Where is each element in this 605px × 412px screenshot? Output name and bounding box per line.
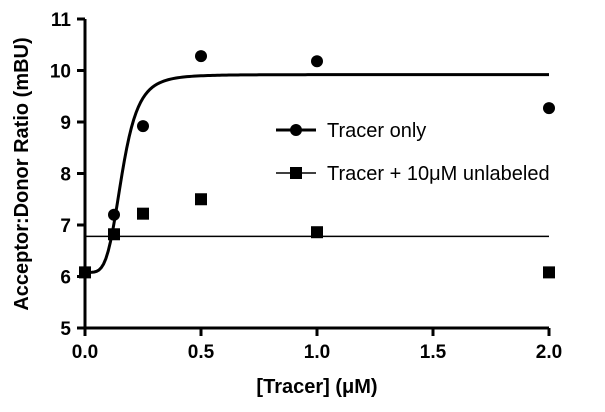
y-tick-label: 10 xyxy=(50,62,71,83)
legend-label: Tracer + 10μM unlabeled xyxy=(327,163,550,185)
x-tick-label: 0.5 xyxy=(188,342,215,363)
y-tick-label: 7 xyxy=(60,216,71,237)
x-axis-title: [Tracer] (μM) xyxy=(256,376,377,398)
square-point xyxy=(137,207,149,220)
square-point xyxy=(108,228,120,241)
y-ticks: 5 6 7 8 9 10 11 xyxy=(50,10,85,340)
x-tick-label: 0.0 xyxy=(72,342,98,363)
x-tick-label: 1.5 xyxy=(420,342,447,363)
data-points xyxy=(79,50,555,279)
circle-point xyxy=(137,120,149,133)
fit-line-series-0 xyxy=(85,73,549,274)
legend: Tracer only Tracer + 10μM unlabeled xyxy=(276,120,550,185)
y-tick-label: 5 xyxy=(60,319,71,340)
legend-label: Tracer only xyxy=(327,120,426,142)
x-tick-label: 2.0 xyxy=(536,342,562,363)
legend-marker xyxy=(290,124,302,136)
square-point xyxy=(79,266,91,279)
square-point xyxy=(543,266,555,279)
y-tick-label: 11 xyxy=(51,10,72,31)
square-point xyxy=(195,193,207,206)
circle-point xyxy=(543,102,555,115)
square-point xyxy=(311,226,323,239)
legend-marker xyxy=(290,167,302,179)
y-tick-label: 6 xyxy=(60,268,71,289)
x-tick-label: 1.0 xyxy=(304,342,330,363)
circle-point xyxy=(195,50,207,63)
y-tick-label: 9 xyxy=(60,113,71,134)
y-axis-title: Acceptor:Donor Ratio (mBU) xyxy=(11,37,33,310)
x-ticks: 0.0 0.5 1.0 1.5 2.0 xyxy=(72,328,562,363)
circle-point xyxy=(311,55,323,68)
y-tick-label: 8 xyxy=(60,165,71,186)
circle-point xyxy=(108,208,120,221)
